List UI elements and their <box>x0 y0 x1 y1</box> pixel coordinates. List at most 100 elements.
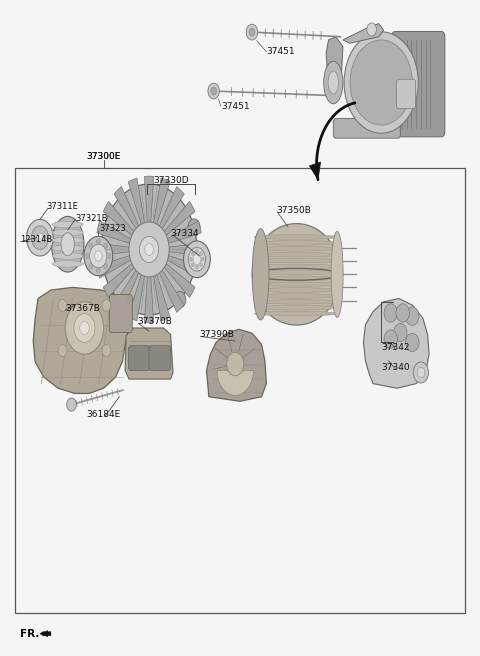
Wedge shape <box>217 371 253 396</box>
Circle shape <box>58 300 67 312</box>
Ellipse shape <box>52 229 83 236</box>
Circle shape <box>246 24 258 40</box>
Wedge shape <box>149 186 184 249</box>
Text: 37321B: 37321B <box>75 213 108 222</box>
Circle shape <box>80 321 89 335</box>
Circle shape <box>104 264 108 269</box>
Ellipse shape <box>254 312 339 316</box>
Wedge shape <box>103 201 149 249</box>
Ellipse shape <box>254 294 339 298</box>
Circle shape <box>192 252 194 256</box>
Wedge shape <box>149 249 184 312</box>
FancyBboxPatch shape <box>396 79 416 109</box>
Text: 37340: 37340 <box>381 363 410 372</box>
Circle shape <box>107 253 111 258</box>
Ellipse shape <box>350 40 412 125</box>
Ellipse shape <box>52 221 83 228</box>
Ellipse shape <box>97 258 109 275</box>
Ellipse shape <box>252 229 269 320</box>
Text: 37342: 37342 <box>381 343 410 352</box>
Wedge shape <box>144 176 154 249</box>
Circle shape <box>31 226 48 249</box>
Wedge shape <box>144 249 154 323</box>
Circle shape <box>89 243 93 249</box>
Circle shape <box>86 253 90 258</box>
Ellipse shape <box>52 245 83 251</box>
Circle shape <box>140 236 158 262</box>
Circle shape <box>208 83 219 99</box>
Wedge shape <box>149 243 203 256</box>
Ellipse shape <box>344 31 418 133</box>
Ellipse shape <box>254 235 339 239</box>
Ellipse shape <box>254 258 339 263</box>
Text: 37370B: 37370B <box>137 317 172 326</box>
Polygon shape <box>40 632 51 636</box>
Circle shape <box>417 367 425 378</box>
Circle shape <box>102 344 111 356</box>
Text: 37350B: 37350B <box>276 206 311 215</box>
Circle shape <box>190 257 192 261</box>
Circle shape <box>394 323 407 342</box>
Ellipse shape <box>254 306 339 310</box>
Ellipse shape <box>254 276 339 281</box>
Circle shape <box>67 398 76 411</box>
Ellipse shape <box>331 231 343 318</box>
Circle shape <box>406 333 419 352</box>
Wedge shape <box>149 249 195 298</box>
Text: 37367B: 37367B <box>65 304 100 313</box>
Circle shape <box>406 307 419 325</box>
Text: 37323: 37323 <box>99 224 126 233</box>
Circle shape <box>200 263 203 267</box>
Ellipse shape <box>51 216 84 272</box>
Wedge shape <box>103 249 149 298</box>
Circle shape <box>249 28 255 36</box>
Ellipse shape <box>61 233 74 256</box>
Ellipse shape <box>188 219 200 236</box>
Circle shape <box>201 257 204 261</box>
Ellipse shape <box>254 264 339 269</box>
Circle shape <box>195 249 198 253</box>
FancyBboxPatch shape <box>392 31 445 137</box>
Circle shape <box>74 314 95 342</box>
Circle shape <box>193 254 201 264</box>
Wedge shape <box>149 249 201 278</box>
FancyBboxPatch shape <box>109 295 132 333</box>
Circle shape <box>26 219 53 256</box>
FancyBboxPatch shape <box>149 346 170 371</box>
Circle shape <box>195 265 198 269</box>
Circle shape <box>145 243 154 255</box>
Circle shape <box>413 362 429 383</box>
Wedge shape <box>114 186 149 249</box>
Ellipse shape <box>254 241 339 245</box>
Circle shape <box>89 264 93 269</box>
FancyBboxPatch shape <box>129 346 150 371</box>
Polygon shape <box>206 329 266 401</box>
Ellipse shape <box>52 260 83 267</box>
Text: 36184E: 36184E <box>86 410 121 419</box>
Circle shape <box>90 244 107 268</box>
Text: 37330D: 37330D <box>153 176 189 185</box>
Ellipse shape <box>254 270 339 275</box>
Text: FR.: FR. <box>20 628 39 639</box>
Ellipse shape <box>254 247 339 251</box>
Polygon shape <box>310 162 321 180</box>
Ellipse shape <box>174 291 186 308</box>
Ellipse shape <box>52 237 83 243</box>
Circle shape <box>396 304 409 322</box>
Circle shape <box>101 184 197 315</box>
Polygon shape <box>33 287 130 394</box>
Polygon shape <box>343 24 384 43</box>
Wedge shape <box>149 221 201 249</box>
Circle shape <box>183 241 210 277</box>
Circle shape <box>96 268 100 273</box>
Circle shape <box>200 252 203 256</box>
Text: 37451: 37451 <box>266 47 295 56</box>
Circle shape <box>384 330 397 348</box>
Ellipse shape <box>252 224 341 325</box>
Ellipse shape <box>324 61 343 104</box>
Wedge shape <box>97 221 149 249</box>
Polygon shape <box>125 328 173 379</box>
Circle shape <box>192 263 194 267</box>
Wedge shape <box>149 178 170 249</box>
Polygon shape <box>43 630 48 637</box>
